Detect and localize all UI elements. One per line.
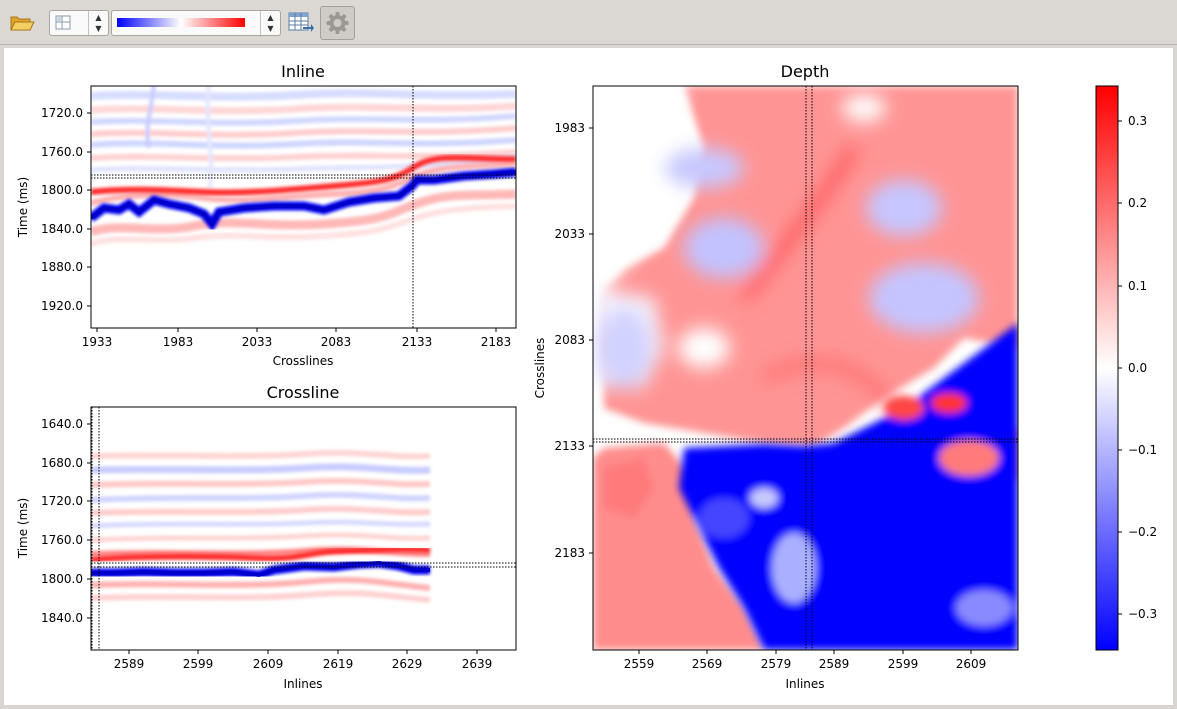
inline-xtick-label: 2033 (242, 335, 273, 349)
inline-title: Inline (281, 62, 325, 81)
colorbar-tick-label: −0.1 (1128, 443, 1157, 457)
inline-ytick-label: 1840.0 (41, 222, 83, 236)
settings-button[interactable] (320, 6, 355, 40)
layout-grid-icon (55, 15, 71, 30)
crossline-title: Crossline (267, 383, 340, 402)
depth-ytick-label: 2183 (554, 546, 585, 560)
depth-ytick-label: 2083 (554, 333, 585, 347)
crossline-ytick-label: 1800.0 (41, 572, 83, 586)
colorbar-tick-label: 0.2 (1128, 196, 1147, 210)
depth-ytick-label: 2133 (554, 439, 585, 453)
inline-ylabel: Time (ms) (16, 177, 30, 239)
colorbar-tick-label: 0.3 (1128, 114, 1147, 128)
crossline-ytick-label: 1640.0 (41, 417, 83, 431)
crossline-plot-area (91, 407, 516, 650)
spinner-arrows-icon[interactable]: ▲ ▼ (88, 11, 108, 35)
depth-title: Depth (781, 62, 830, 81)
inline-ytick-label: 1800.0 (41, 183, 83, 197)
crossline-xtick-label: 2619 (323, 657, 354, 671)
depth-ylabel: Crosslines (533, 338, 547, 399)
colorbar-tick-label: −0.3 (1128, 607, 1157, 621)
folder-open-icon (10, 16, 35, 31)
crossline-ytick-label: 1720.0 (41, 494, 83, 508)
toolbar: ▲ ▼ ▲ ▼ (0, 0, 1177, 45)
figure: Inline (16, 62, 1157, 691)
plot-canvas[interactable]: Inline (4, 48, 1173, 705)
crossline-xlabel: Inlines (283, 677, 322, 691)
gear-icon (326, 12, 349, 34)
colormap-select[interactable]: ▲ ▼ (111, 10, 281, 36)
crossline-xtick-label: 2639 (462, 657, 493, 671)
inline-ytick-label: 1720.0 (41, 106, 83, 120)
inline-xtick-label: 1983 (163, 335, 194, 349)
inline-axes[interactable]: Inline (16, 62, 517, 368)
inline-x-ticks: 1933 1983 2033 2083 2133 2183 (82, 328, 512, 349)
depth-xtick-label: 2569 (692, 657, 723, 671)
inline-ytick-label: 1880.0 (41, 260, 83, 274)
inline-xtick-label: 1933 (82, 335, 113, 349)
inline-y-ticks: 1720.0 1760.0 1800.0 1840.0 1880.0 1920.… (41, 106, 91, 313)
crossline-xtick-label: 2599 (183, 657, 214, 671)
crossline-xtick-label: 2589 (114, 657, 145, 671)
inline-xtick-label: 2083 (321, 335, 352, 349)
inline-seismic-image (91, 86, 516, 247)
depth-attribute-map (593, 86, 1018, 650)
inline-xlabel: Crosslines (273, 354, 334, 368)
depth-xtick-label: 2599 (888, 657, 919, 671)
depth-xtick-label: 2579 (761, 657, 792, 671)
depth-x-ticks: 2559 2569 2579 2589 2599 2609 (624, 650, 987, 671)
colorbar-tick-label: 0.0 (1128, 361, 1147, 375)
crossline-y-ticks: 1640.0 1680.0 1720.0 1760.0 1800.0 1840.… (41, 417, 91, 625)
spinner-arrows-icon[interactable]: ▲ ▼ (260, 11, 280, 35)
export-table-button[interactable] (286, 7, 314, 37)
depth-ytick-label: 2033 (554, 227, 585, 241)
depth-xtick-label: 2589 (819, 657, 850, 671)
crossline-xtick-label: 2629 (392, 657, 423, 671)
inline-ytick-label: 1760.0 (41, 145, 83, 159)
crossline-axes[interactable]: Crossline (16, 383, 517, 691)
colorbar-tick-label: −0.2 (1128, 525, 1157, 539)
crossline-ytick-label: 1760.0 (41, 533, 83, 547)
crossline-ytick-label: 1840.0 (41, 611, 83, 625)
crossline-x-ticks: 2589 2599 2609 2619 2629 2639 (114, 650, 493, 671)
colorbar-gradient (1095, 85, 1119, 651)
depth-xtick-label: 2609 (956, 657, 987, 671)
crossline-ytick-label: 1680.0 (41, 456, 83, 470)
table-export-icon (288, 12, 314, 32)
depth-axes[interactable]: Depth (533, 62, 1019, 691)
crossline-xtick-label: 2609 (253, 657, 284, 671)
crossline-ylabel: Time (ms) (16, 498, 30, 560)
inline-xtick-label: 2183 (481, 335, 512, 349)
colorbar-tick-label: 0.1 (1128, 279, 1147, 293)
inline-frame (90, 85, 517, 329)
inline-xtick-label: 2133 (402, 335, 433, 349)
colorbar: 0.3 0.2 0.1 0.0 −0.1 −0.2 −0.3 (1095, 85, 1157, 651)
depth-y-ticks: 1983 2033 2083 2133 2183 (554, 121, 593, 560)
crossline-frame (90, 406, 517, 651)
crossline-seismic-image (91, 449, 431, 603)
depth-xlabel: Inlines (785, 677, 824, 691)
depth-frame (592, 85, 1019, 651)
depth-xtick-label: 2559 (624, 657, 655, 671)
depth-ytick-label: 1983 (554, 121, 585, 135)
open-file-button[interactable] (6, 7, 38, 37)
inline-ytick-label: 1920.0 (41, 299, 83, 313)
layout-select[interactable]: ▲ ▼ (49, 10, 109, 36)
colormap-preview (117, 18, 245, 27)
